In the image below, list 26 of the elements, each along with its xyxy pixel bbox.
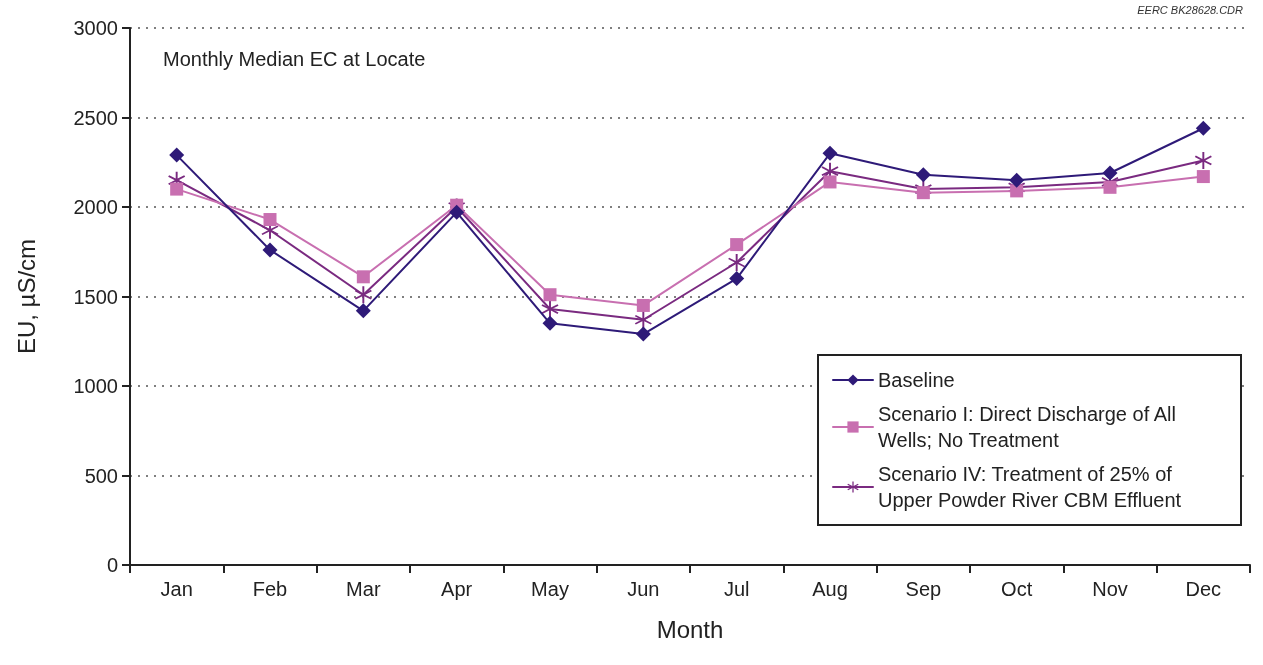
legend-label: Scenario IV: Treatment of 25% of Upper Powder River CBM Effluent [878,463,1182,511]
y-tick-label: 2500 [73,106,118,129]
y-tick-label: 1500 [73,285,118,308]
text: Monthly Median EC at Locate [163,48,426,70]
x-tick-label: Mar [346,578,381,600]
x-tick-label: Jan [160,578,193,600]
x-tick-label: Apr [441,578,473,600]
x-tick-label: Sep [905,578,942,600]
x-tick-label: Aug [812,578,848,600]
x-tick-label: Nov [1092,578,1128,600]
text: EERC BK28628.CDR [1137,3,1244,16]
x-tick-label: Jun [627,578,660,600]
x-tick-label: May [531,578,569,600]
x-tick-label: Dec [1185,578,1222,600]
x-tick-label: Feb [252,578,288,600]
y-tick-label: 3000 [73,17,118,39]
x-tick-label: Oct [1001,578,1033,600]
x-tick-label: Jul [723,578,750,600]
y-tick-label: 0 [106,554,118,576]
x-axis-title: Month [656,615,724,643]
legend-label: Baseline [878,369,955,391]
y-tick-label: 2000 [73,196,118,218]
y-tick-label: 500 [84,464,118,487]
y-tick-label: 1000 [73,375,118,397]
y-axis-title: EU, µS/cm [12,238,40,355]
legend-label: Scenario I: Direct Discharge of All Wells; No Treatment [878,403,1182,451]
